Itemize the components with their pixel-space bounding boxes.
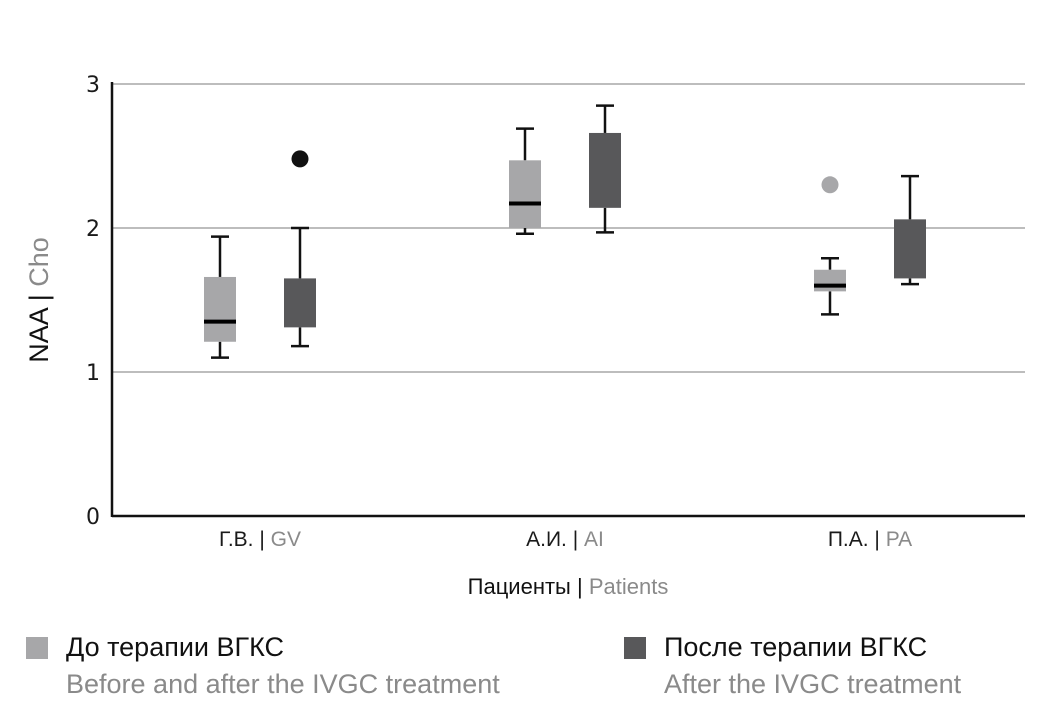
y-axis-label-main: NAA	[24, 307, 54, 363]
x-axis-label: Пациенты | Patients	[468, 574, 669, 599]
x-category-label-sub: PA	[886, 528, 912, 551]
box-iqr	[204, 276, 236, 342]
x-axis-label-sub: Patients	[589, 574, 669, 599]
box-1-0	[284, 150, 316, 348]
y-tick-labels: 0 1 2 3	[86, 73, 100, 530]
y-axis-label: NAA | Cho	[24, 237, 54, 363]
box-0-1	[509, 127, 541, 236]
legend-label-before-en: Before and after the IVGC treatment	[66, 669, 500, 699]
x-category-label-main: А.И.	[526, 528, 567, 551]
x-category-separator: |	[567, 528, 584, 551]
legend-item-after: После терапии ВГКС After the IVGC treatm…	[624, 632, 961, 700]
y-tick-label: 3	[86, 73, 100, 98]
box-iqr	[814, 269, 846, 292]
y-axis-label-sub: Cho	[24, 237, 54, 287]
legend-label-after: После терапии ВГКС	[664, 632, 928, 662]
axes	[110, 82, 1025, 518]
x-category-label-sub: GV	[271, 528, 301, 551]
outlier-point	[291, 150, 309, 168]
box-iqr	[894, 219, 926, 279]
boxplot-chart: 0 1 2 3 Г.В. | GV А.И. | AI П.А. | PA NAA | C…	[24, 73, 1025, 599]
x-category-label: П.А. | PA	[828, 528, 912, 551]
box-1-1	[589, 104, 621, 234]
box-0-2	[814, 176, 846, 316]
x-category-label-sub: AI	[584, 528, 604, 551]
legend-label-before: До терапии ВГКС	[66, 632, 285, 662]
box-iqr	[589, 132, 621, 208]
y-tick-label: 1	[86, 361, 100, 386]
boxes	[204, 104, 926, 359]
y-tick-label: 2	[86, 217, 100, 242]
gridlines	[112, 83, 1025, 373]
box-1-2	[894, 174, 926, 286]
legend-label-after-en: After the IVGC treatment	[664, 669, 962, 699]
x-category-separator: |	[254, 528, 271, 551]
box-0-0	[204, 235, 236, 359]
x-category-label-main: П.А.	[828, 528, 869, 551]
legend-item-before: До терапии ВГКС Before and after the IVG…	[26, 632, 500, 700]
x-category-separator: |	[869, 528, 886, 551]
y-tick-label: 0	[86, 505, 100, 530]
legend-swatch-after	[624, 636, 646, 659]
x-category-labels: Г.В. | GV А.И. | AI П.А. | PA	[219, 528, 912, 551]
box-iqr	[509, 160, 541, 228]
box-iqr	[284, 278, 316, 328]
x-axis-label-main: Пациенты	[468, 574, 571, 599]
x-category-label-main: Г.В.	[219, 528, 253, 551]
outlier-point	[821, 176, 839, 194]
x-category-label: Г.В. | GV	[219, 528, 301, 551]
x-category-label: А.И. | AI	[526, 528, 604, 551]
legend-swatch-before	[26, 636, 48, 659]
